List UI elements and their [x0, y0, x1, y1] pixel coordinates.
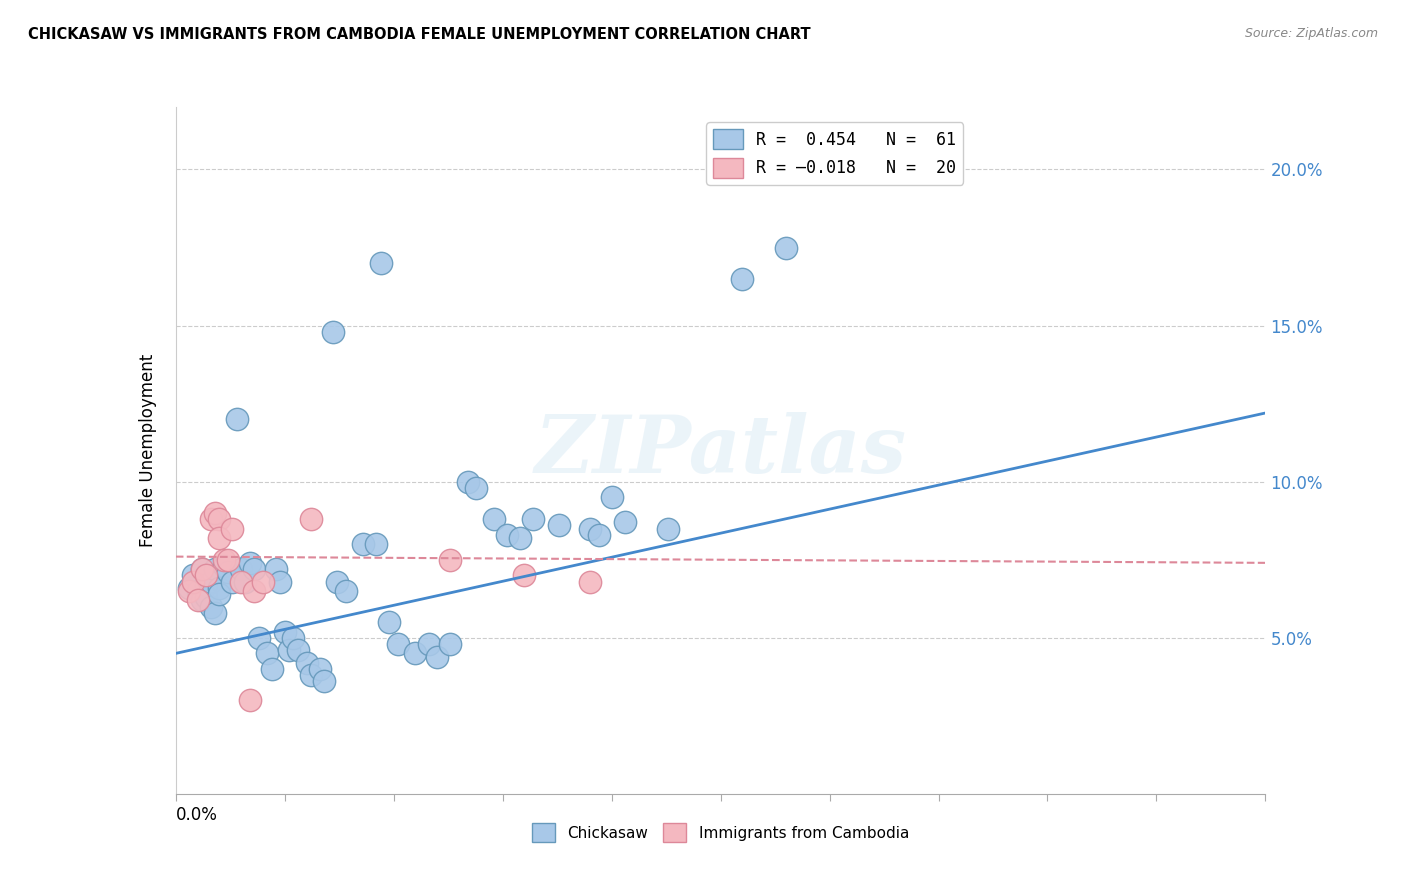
Point: [260, 662, 283, 676]
Point: [231, 574, 253, 589]
Point: [657, 521, 679, 535]
Point: [200, 599, 222, 614]
Point: [204, 562, 226, 576]
Point: [613, 515, 636, 529]
Point: [217, 566, 239, 580]
Point: [177, 583, 200, 598]
Point: [308, 662, 330, 676]
Point: [513, 568, 536, 582]
Point: [405, 646, 427, 660]
Point: [195, 578, 218, 592]
Point: [465, 481, 488, 495]
Point: [482, 512, 505, 526]
Point: [256, 646, 278, 660]
Point: [775, 240, 797, 255]
Point: [243, 583, 266, 598]
Point: [221, 574, 243, 589]
Point: [796, 146, 818, 161]
Point: [426, 649, 449, 664]
Point: [235, 574, 257, 589]
Point: [243, 562, 266, 576]
Point: [225, 412, 247, 426]
Point: [509, 531, 531, 545]
Point: [418, 637, 440, 651]
Text: 0.0%: 0.0%: [176, 806, 218, 824]
Point: [200, 512, 222, 526]
Point: [287, 643, 309, 657]
Point: [600, 490, 623, 504]
Point: [299, 668, 322, 682]
Point: [548, 518, 571, 533]
Point: [378, 615, 401, 630]
Point: [191, 562, 214, 576]
Point: [247, 631, 270, 645]
Point: [335, 583, 357, 598]
Point: [370, 256, 392, 270]
Point: [352, 537, 374, 551]
Point: [181, 568, 204, 582]
Point: [496, 527, 519, 541]
Text: ZIPatlas: ZIPatlas: [534, 412, 907, 489]
Point: [731, 271, 754, 285]
Text: Source: ZipAtlas.com: Source: ZipAtlas.com: [1244, 27, 1378, 40]
Point: [231, 562, 253, 576]
Point: [295, 656, 318, 670]
Point: [264, 562, 287, 576]
Point: [208, 581, 231, 595]
Point: [195, 591, 218, 605]
Point: [274, 624, 297, 639]
Point: [200, 574, 222, 589]
Point: [322, 325, 344, 339]
Point: [177, 581, 200, 595]
Point: [457, 475, 479, 489]
Point: [366, 537, 388, 551]
Point: [208, 531, 231, 545]
Point: [186, 593, 209, 607]
Y-axis label: Female Unemployment: Female Unemployment: [139, 354, 157, 547]
Point: [204, 506, 226, 520]
Point: [191, 562, 214, 576]
Point: [208, 512, 231, 526]
Point: [579, 574, 602, 589]
Point: [588, 527, 610, 541]
Point: [195, 568, 218, 582]
Point: [208, 587, 231, 601]
Point: [326, 574, 349, 589]
Point: [252, 574, 274, 589]
Point: [283, 631, 305, 645]
Point: [221, 521, 243, 535]
Point: [204, 606, 226, 620]
Point: [387, 637, 409, 651]
Point: [217, 552, 239, 567]
Point: [299, 512, 322, 526]
Point: [278, 643, 301, 657]
Point: [212, 552, 235, 567]
Point: [522, 512, 544, 526]
Text: CHICKASAW VS IMMIGRANTS FROM CAMBODIA FEMALE UNEMPLOYMENT CORRELATION CHART: CHICKASAW VS IMMIGRANTS FROM CAMBODIA FE…: [28, 27, 811, 42]
Point: [212, 558, 235, 574]
Point: [181, 574, 204, 589]
Point: [269, 574, 291, 589]
Legend: Chickasaw, Immigrants from Cambodia: Chickasaw, Immigrants from Cambodia: [526, 817, 915, 848]
Point: [439, 552, 461, 567]
Point: [186, 583, 209, 598]
Point: [239, 693, 262, 707]
Point: [239, 556, 262, 570]
Point: [439, 637, 461, 651]
Point: [579, 521, 602, 535]
Point: [312, 674, 335, 689]
Point: [191, 593, 214, 607]
